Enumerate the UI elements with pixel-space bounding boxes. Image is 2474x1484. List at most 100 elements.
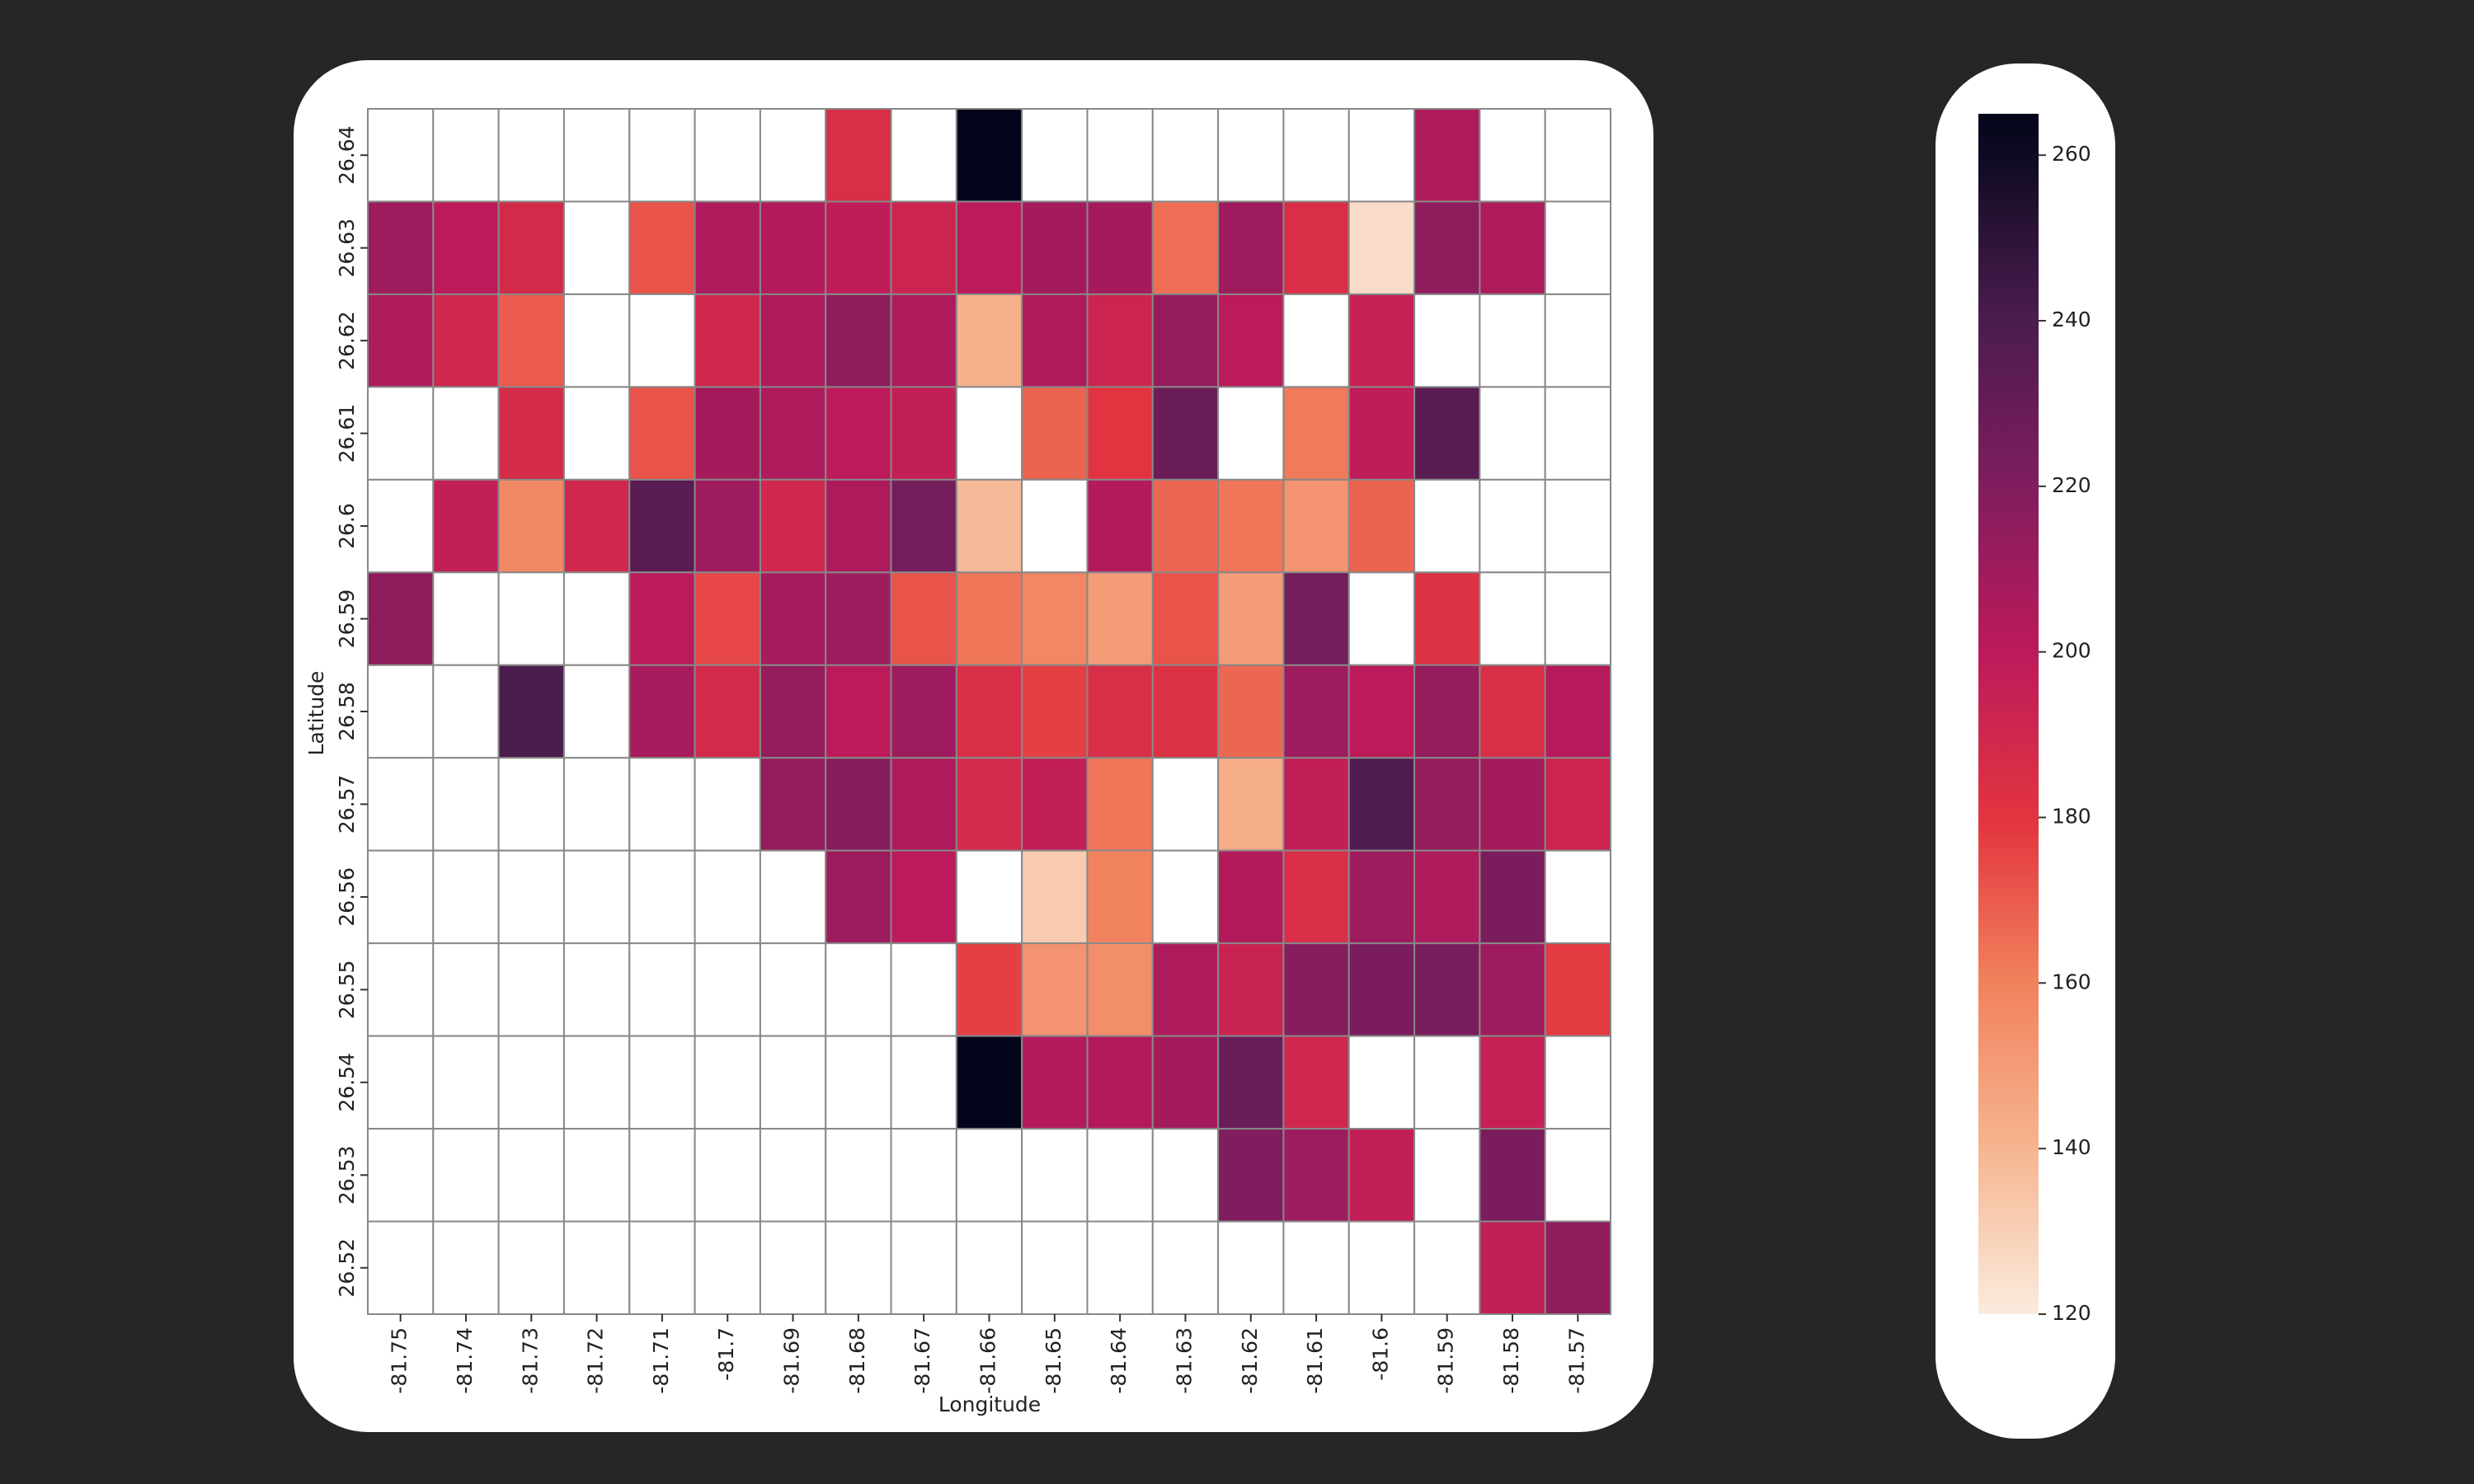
empty-cell: [367, 849, 435, 945]
empty-cell: [1544, 200, 1611, 295]
heat-cell: [825, 478, 892, 574]
empty-cell: [432, 1220, 500, 1315]
heat-cell: [1479, 849, 1546, 945]
heat-cell: [1217, 571, 1285, 666]
heat-cell: [1217, 1035, 1285, 1130]
empty-cell: [432, 1128, 500, 1223]
empty-cell: [1413, 1035, 1481, 1130]
heat-cell: [1479, 664, 1546, 759]
x-tick-label: -81.63: [1172, 1327, 1196, 1394]
heat-cell: [432, 478, 500, 574]
empty-cell: [759, 108, 827, 203]
colorbar-tick-label: 200: [2052, 639, 2091, 663]
empty-cell: [367, 664, 435, 759]
heat-cell: [1413, 200, 1481, 295]
empty-cell: [562, 757, 631, 852]
heat-cell: [1282, 200, 1350, 295]
heat-cell: [432, 200, 500, 295]
heat-cell: [497, 478, 565, 574]
heat-cell: [890, 757, 957, 852]
empty-cell: [367, 386, 435, 481]
empty-cell: [825, 1128, 892, 1223]
heat-cell: [1217, 942, 1285, 1037]
empty-cell: [432, 1035, 500, 1130]
empty-cell: [628, 1128, 696, 1223]
heat-cell: [955, 200, 1023, 295]
heat-cell: [890, 849, 957, 945]
x-tick-label: -81.57: [1564, 1327, 1588, 1394]
heat-cell: [1086, 757, 1154, 852]
empty-cell: [694, 757, 761, 852]
heat-cell: [1086, 942, 1154, 1037]
colorbar-tick-label: 240: [2052, 308, 2091, 331]
empty-cell: [562, 108, 631, 203]
heat-cell: [1217, 478, 1285, 574]
empty-cell: [1217, 386, 1285, 481]
heat-cell: [1348, 664, 1416, 759]
empty-cell: [1544, 571, 1611, 666]
x-tick-label: -81.64: [1107, 1327, 1131, 1394]
empty-cell: [1021, 478, 1089, 574]
empty-cell: [759, 942, 827, 1037]
heat-cell: [367, 293, 435, 388]
empty-cell: [497, 849, 565, 945]
empty-cell: [628, 1035, 696, 1130]
heat-cell: [628, 386, 696, 481]
empty-cell: [890, 1128, 957, 1223]
empty-cell: [367, 1128, 435, 1223]
heat-cell: [955, 664, 1023, 759]
heat-cell: [1413, 108, 1481, 203]
heat-cell: [1021, 386, 1089, 481]
y-tick-label: 26.62: [335, 311, 359, 370]
heat-cell: [497, 200, 565, 295]
heat-cell: [694, 478, 761, 574]
heat-cell: [628, 571, 696, 666]
heat-cell: [825, 108, 892, 203]
empty-cell: [694, 942, 761, 1037]
colorbar-tick-label: 180: [2052, 805, 2091, 829]
heat-cell: [759, 200, 827, 295]
heat-cell: [825, 293, 892, 388]
heat-cell: [1282, 757, 1350, 852]
heat-cell: [1348, 478, 1416, 574]
empty-cell: [1282, 108, 1350, 203]
y-tick-label: 26.57: [335, 775, 359, 834]
heat-cell: [759, 664, 827, 759]
heat-cell: [1151, 200, 1220, 295]
heat-cell: [1151, 942, 1220, 1037]
heat-cell: [1282, 849, 1350, 945]
empty-cell: [432, 757, 500, 852]
heat-cell: [1151, 478, 1220, 574]
y-tick-label: 26.53: [335, 1146, 359, 1205]
heat-cell: [1348, 293, 1416, 388]
heat-cell: [1544, 1220, 1611, 1315]
heat-cell: [497, 664, 565, 759]
x-tick-label: -81.66: [976, 1327, 1000, 1394]
empty-cell: [759, 1035, 827, 1130]
heat-cell: [1086, 571, 1154, 666]
empty-cell: [562, 942, 631, 1037]
heat-cell: [1479, 1128, 1546, 1223]
heat-cell: [1413, 849, 1481, 945]
heat-cell: [1021, 1035, 1089, 1130]
empty-cell: [759, 1220, 827, 1315]
empty-cell: [562, 571, 631, 666]
empty-cell: [497, 108, 565, 203]
heat-cell: [890, 664, 957, 759]
colorbar-tick-label: 220: [2052, 473, 2091, 497]
heat-cell: [694, 293, 761, 388]
colorbar: [1978, 114, 2039, 1314]
heat-cell: [628, 478, 696, 574]
colorbar-tick-label: 140: [2052, 1135, 2091, 1159]
empty-cell: [1021, 1128, 1089, 1223]
empty-cell: [1479, 386, 1546, 481]
heat-cell: [1479, 200, 1546, 295]
heat-cell: [759, 571, 827, 666]
empty-cell: [1151, 849, 1220, 945]
heat-cell: [1413, 571, 1481, 666]
empty-cell: [1348, 571, 1416, 666]
heat-cell: [890, 478, 957, 574]
heat-cell: [1217, 200, 1285, 295]
empty-cell: [1544, 108, 1611, 203]
empty-cell: [562, 386, 631, 481]
